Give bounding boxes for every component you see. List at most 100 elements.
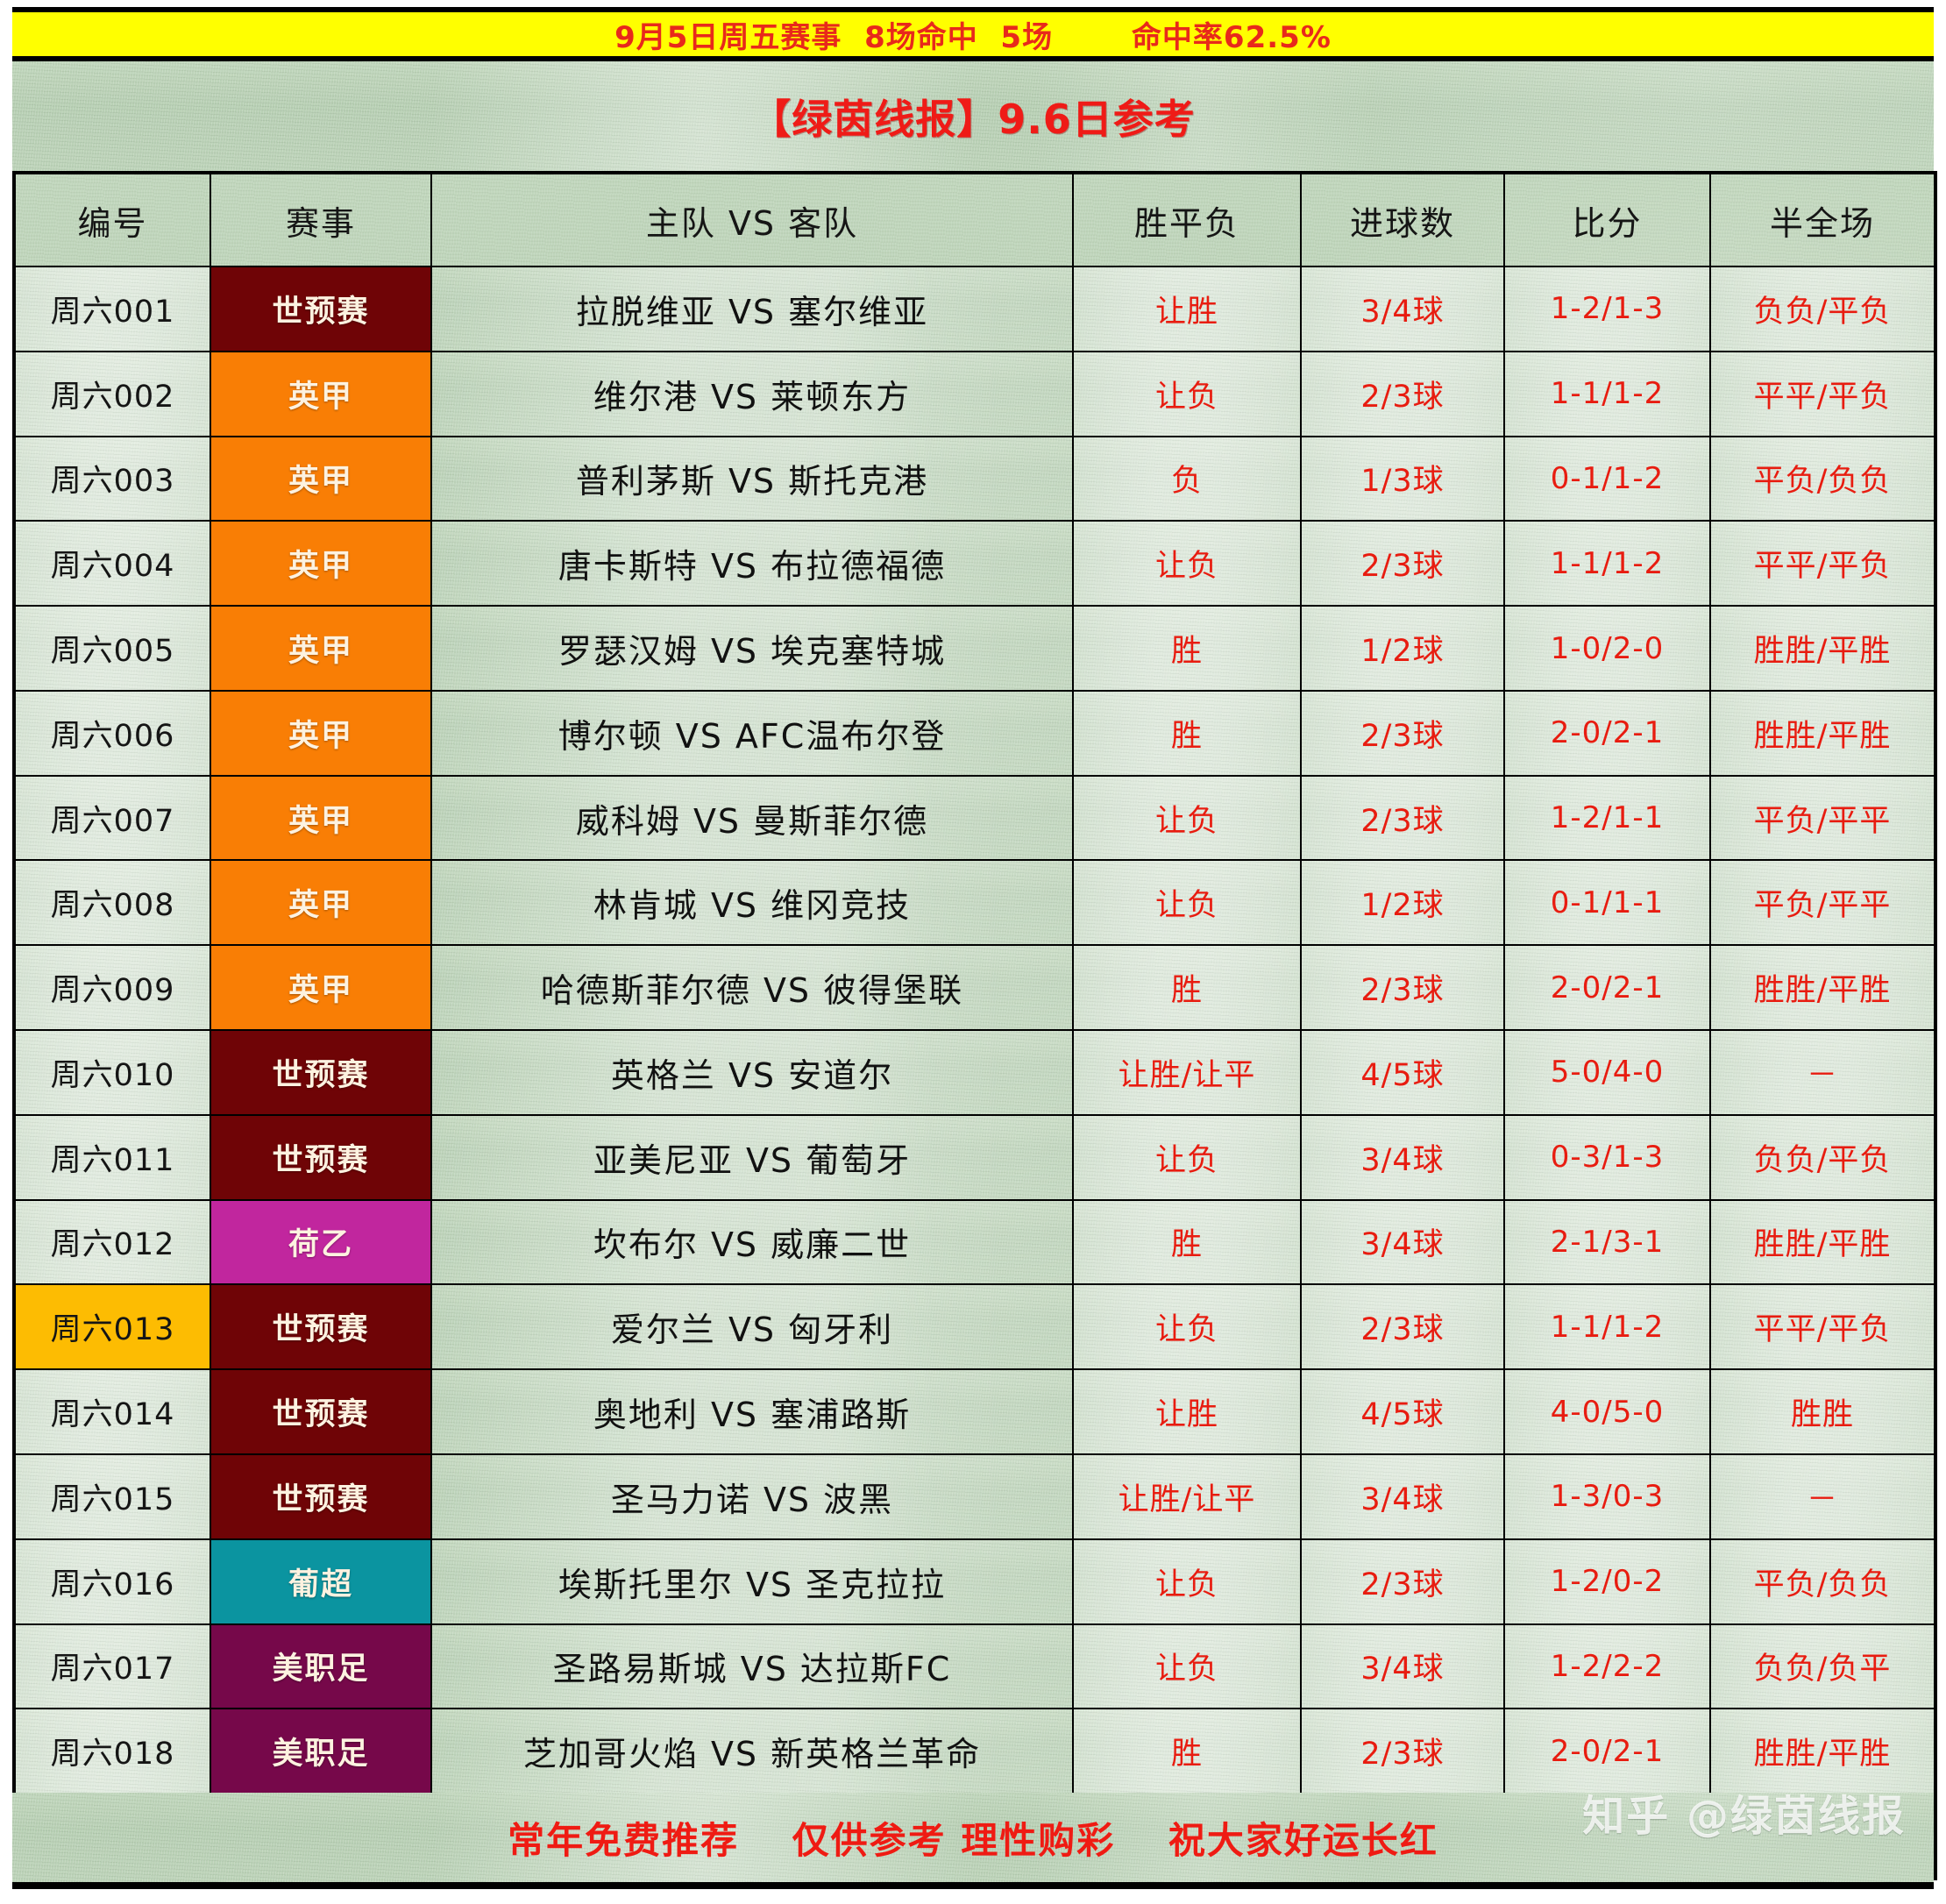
cell-score: 2-1/3-1 [1503, 1198, 1711, 1286]
cell-league: 英甲 [210, 944, 432, 1032]
footer-slogan-bar: 常年免费推荐 仅供参考 理性购彩 祝大家好运长红 [12, 1793, 1934, 1889]
cell-wdl: 胜 [1072, 944, 1302, 1032]
header-halffull: 半全场 [1709, 172, 1936, 267]
table-row: 周六006 英甲 博尔顿 VS AFC温布尔登胜 2/3球 2-0/2-1 胜胜/平胜 [13, 689, 1936, 777]
cell-match: 罗瑟汉姆 VS 埃克塞特城 [430, 605, 1074, 692]
cell-halffull: 平负/平平 [1709, 859, 1936, 947]
stats-banner-text: 9月5日周五赛事 8场命中 5场 命中率62.5% [614, 19, 1332, 55]
cell-no: 周六003 [13, 435, 211, 522]
cell-goals: 3/4球 [1300, 1198, 1505, 1286]
cell-score: 1-2/1-1 [1503, 774, 1711, 862]
cell-goals: 3/4球 [1300, 1453, 1505, 1540]
cell-league: 世预赛 [210, 1113, 432, 1201]
header-score: 比分 [1503, 172, 1711, 267]
matches-table-wrapper: 编号 赛事 主队 VS 客队 胜平负 进球数 比分 半全场 周六001 世预赛 拉脱… [12, 171, 1937, 1880]
cell-wdl: 让胜 [1072, 1368, 1302, 1455]
table-row: 周六013 世预赛 爱尔兰 VS 匈牙利 让负 2/3球 1-1/1-2 平平/平负 [13, 1283, 1936, 1371]
cell-goals: 4/5球 [1300, 1368, 1505, 1455]
table-row: 周六016 葡超 埃斯托里尔 VS 圣克拉拉 让负 2/3球 1-2/0-2 平负/负负 [13, 1538, 1936, 1625]
cell-no: 周六007 [13, 774, 211, 862]
matches-table-body: 周六001 世预赛 拉脱维亚 VS 塞尔维亚 让胜 3/4球 1-2/1-3 负负/平负 周六… [13, 266, 1936, 1879]
table-row: 周六004 英甲 唐卡斯特 VS 布拉德福德 让负 2/3球 1-1/1-2 平平/平负 [13, 520, 1936, 607]
cell-match: 博尔顿 VS AFC温布尔登 [430, 689, 1074, 777]
cell-league: 世预赛 [210, 1029, 432, 1116]
cell-wdl: 让负 [1072, 774, 1302, 862]
cell-league: 荷乙 [210, 1198, 432, 1286]
cell-no: 周六011 [13, 1113, 211, 1201]
cell-wdl: 让负 [1072, 350, 1302, 437]
cell-no: 周六013 [13, 1283, 211, 1371]
cell-no: 周六010 [13, 1029, 211, 1116]
cell-goals: 2/3球 [1300, 350, 1505, 437]
cell-halffull: 负负/负平 [1709, 1623, 1936, 1710]
table-header-row: 编号 赛事 主队 VS 客队 胜平负 进球数 比分 半全场 [13, 172, 1936, 267]
cell-league: 世预赛 [210, 1453, 432, 1540]
table-row: 周六007 英甲 威科姆 VS 曼斯菲尔德 让负 2/3球 1-2/1-1 平负/平平 [13, 774, 1936, 862]
table-row: 周六003 英甲 普利茅斯 VS 斯托克港负 1/3球 0-1/1-2 平负/负负 [13, 435, 1936, 522]
cell-wdl: 让负 [1072, 1113, 1302, 1201]
cell-goals: 3/4球 [1300, 1113, 1505, 1201]
table-row: 周六005 英甲 罗瑟汉姆 VS 埃克塞特城胜 1/2球 1-0/2-0 胜胜/平胜 [13, 605, 1936, 692]
cell-score: 0-3/1-3 [1503, 1113, 1711, 1201]
cell-wdl: 胜 [1072, 689, 1302, 777]
cell-league: 英甲 [210, 435, 432, 522]
table-row: 周六010 世预赛 英格兰 VS 安道尔 让胜/让平 4/5球 5-0/4-0 － [13, 1029, 1936, 1116]
cell-halffull: 胜胜 [1709, 1368, 1936, 1455]
cell-score: 2-0/2-1 [1503, 944, 1711, 1032]
cell-league: 美职足 [210, 1708, 432, 1795]
cell-halffull: 负负/平负 [1709, 266, 1936, 352]
cell-no: 周六008 [13, 859, 211, 947]
cell-league: 葡超 [210, 1538, 432, 1625]
cell-halffull: － [1709, 1029, 1936, 1116]
cell-score: 5-0/4-0 [1503, 1029, 1711, 1116]
cell-halffull: 平负/负负 [1709, 1538, 1936, 1625]
cell-goals: 3/4球 [1300, 1623, 1505, 1710]
cell-match: 拉脱维亚 VS 塞尔维亚 [430, 266, 1074, 352]
cell-wdl: 让负 [1072, 1283, 1302, 1371]
cell-halffull: － [1709, 1453, 1936, 1540]
cell-match: 圣马力诺 VS 波黑 [430, 1453, 1074, 1540]
cell-score: 1-1/1-2 [1503, 350, 1711, 437]
cell-goals: 2/3球 [1300, 1538, 1505, 1625]
cell-league: 世预赛 [210, 266, 432, 352]
cell-score: 2-0/2-1 [1503, 1708, 1711, 1795]
cell-no: 周六015 [13, 1453, 211, 1540]
header-match: 主队 VS 客队 [430, 172, 1074, 267]
table-row: 周六014 世预赛 奥地利 VS 塞浦路斯 让胜 4/5球 4-0/5-0 胜胜 [13, 1368, 1936, 1455]
table-row: 周六017 美职足 圣路易斯城 VS 达拉斯FC 让负 3/4球 1-2/2-2 负负/负平 [13, 1623, 1936, 1710]
cell-goals: 1/3球 [1300, 435, 1505, 522]
cell-halffull: 胜胜/平胜 [1709, 689, 1936, 777]
cell-score: 1-1/1-2 [1503, 520, 1711, 607]
cell-match: 哈德斯菲尔德 VS 彼得堡联 [430, 944, 1074, 1032]
cell-goals: 2/3球 [1300, 520, 1505, 607]
cell-no: 周六005 [13, 605, 211, 692]
cell-score: 1-3/0-3 [1503, 1453, 1711, 1540]
table-row: 周六001 世预赛 拉脱维亚 VS 塞尔维亚 让胜 3/4球 1-2/1-3 负负/平负 [13, 266, 1936, 352]
cell-league: 美职足 [210, 1623, 432, 1710]
cell-wdl: 让负 [1072, 1623, 1302, 1710]
cell-no: 周六002 [13, 350, 211, 437]
cell-no: 周六009 [13, 944, 211, 1032]
cell-halffull: 胜胜/平胜 [1709, 1708, 1936, 1795]
header-league: 赛事 [210, 172, 432, 267]
cell-league: 世预赛 [210, 1283, 432, 1371]
cell-halffull: 胜胜/平胜 [1709, 944, 1936, 1032]
cell-match: 英格兰 VS 安道尔 [430, 1029, 1074, 1116]
cell-no: 周六014 [13, 1368, 211, 1455]
table-row: 周六011 世预赛 亚美尼亚 VS 葡萄牙 让负 3/4球 0-3/1-3 负负/平负 [13, 1113, 1936, 1201]
cell-goals: 2/3球 [1300, 1708, 1505, 1795]
table-row: 周六002 英甲 维尔港 VS 莱顿东方 让负 2/3球 1-1/1-2 平平/平负 [13, 350, 1936, 437]
cell-match: 埃斯托里尔 VS 圣克拉拉 [430, 1538, 1074, 1625]
table-row: 周六015 世预赛 圣马力诺 VS 波黑 让胜/让平 3/4球 1-3/0-3 － [13, 1453, 1936, 1540]
cell-wdl: 让负 [1072, 859, 1302, 947]
table-row: 周六009 英甲 哈德斯菲尔德 VS 彼得堡联胜 2/3球 2-0/2-1 胜胜/平胜 [13, 944, 1936, 1032]
cell-match: 普利茅斯 VS 斯托克港 [430, 435, 1074, 522]
cell-wdl: 胜 [1072, 1708, 1302, 1795]
cell-goals: 2/3球 [1300, 1283, 1505, 1371]
cell-no: 周六017 [13, 1623, 211, 1710]
cell-league: 英甲 [210, 774, 432, 862]
cell-match: 圣路易斯城 VS 达拉斯FC [430, 1623, 1074, 1710]
cell-match: 芝加哥火焰 VS 新英格兰革命 [430, 1708, 1074, 1795]
cell-no: 周六012 [13, 1198, 211, 1286]
